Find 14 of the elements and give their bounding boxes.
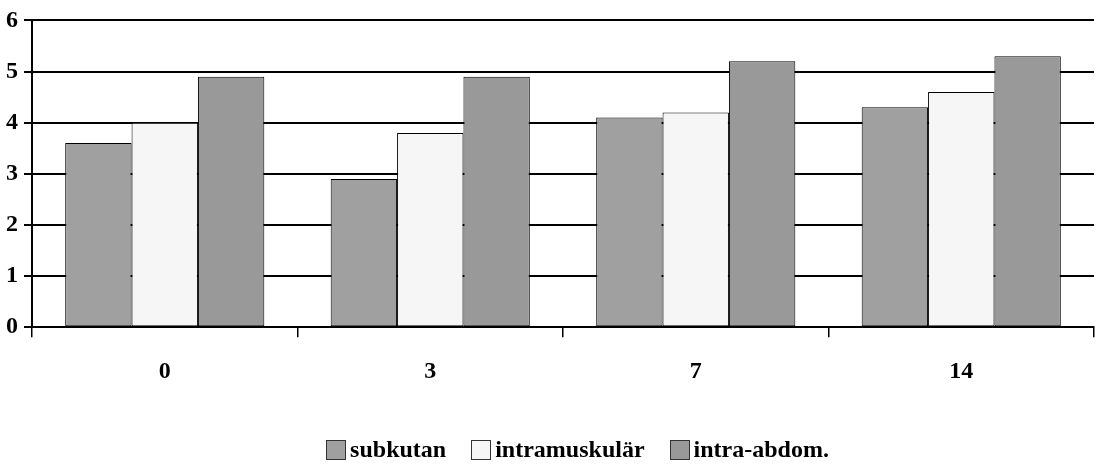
x-tick-label: 7 bbox=[689, 356, 702, 383]
legend-label: subkutan bbox=[350, 436, 447, 463]
y-tick-label: 2 bbox=[6, 210, 18, 237]
y-tick-label: 6 bbox=[6, 5, 18, 32]
x-tick-label: 3 bbox=[424, 356, 437, 383]
x-tick-label: 0 bbox=[158, 356, 171, 383]
x-tick-label: 14 bbox=[949, 356, 974, 383]
legend-label: intramuskulär bbox=[495, 436, 645, 463]
legend-label: intra-abdom. bbox=[693, 436, 829, 463]
y-tick-label: 0 bbox=[6, 312, 18, 339]
y-tick-label: 5 bbox=[6, 56, 18, 83]
y-tick-label: 4 bbox=[6, 107, 18, 134]
y-tick-label: 3 bbox=[6, 159, 18, 185]
y-tick-label: 1 bbox=[6, 261, 18, 288]
